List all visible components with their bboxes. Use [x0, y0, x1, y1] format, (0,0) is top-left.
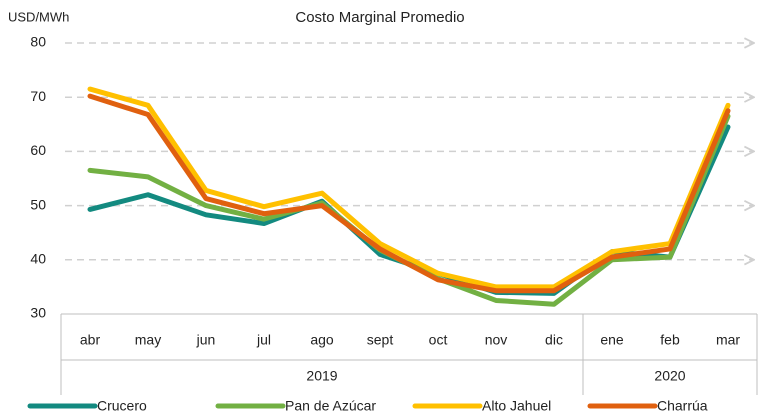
x-tick-label: oct — [429, 332, 448, 348]
x-tick-label: nov — [485, 332, 508, 348]
series-line — [87, 93, 731, 294]
y-tick-label: 40 — [30, 251, 46, 267]
y-tick-label: 70 — [30, 88, 46, 104]
x-group-label: 2019 — [306, 368, 337, 384]
chart-title: Costo Marginal Promedio — [295, 9, 464, 26]
x-tick-label: may — [135, 332, 161, 348]
x-tick-label: jun — [196, 332, 216, 348]
x-tick-label: ago — [310, 332, 334, 348]
legend-label: Crucero — [97, 398, 147, 414]
x-tick-label: sept — [367, 332, 394, 348]
y-tick-label: 50 — [30, 196, 46, 212]
x-tick-label: feb — [660, 332, 680, 348]
y-tick-label: 30 — [30, 305, 46, 321]
x-tick-label: jul — [256, 332, 271, 348]
legend-label: Charrúa — [657, 398, 708, 414]
legend-label: Alto Jahuel — [482, 398, 551, 414]
x-tick-label: abr — [80, 332, 101, 348]
x-tick-label: mar — [716, 332, 740, 348]
x-group-label: 2020 — [654, 368, 685, 384]
legend-label: Pan de Azúcar — [285, 398, 376, 414]
y-axis-label: USD/MWh — [8, 9, 69, 24]
y-tick-label: 80 — [30, 34, 46, 50]
x-tick-label: ene — [600, 332, 624, 348]
x-tick-label: dic — [545, 332, 563, 348]
series-line — [87, 86, 731, 290]
y-tick-label: 60 — [30, 142, 46, 158]
